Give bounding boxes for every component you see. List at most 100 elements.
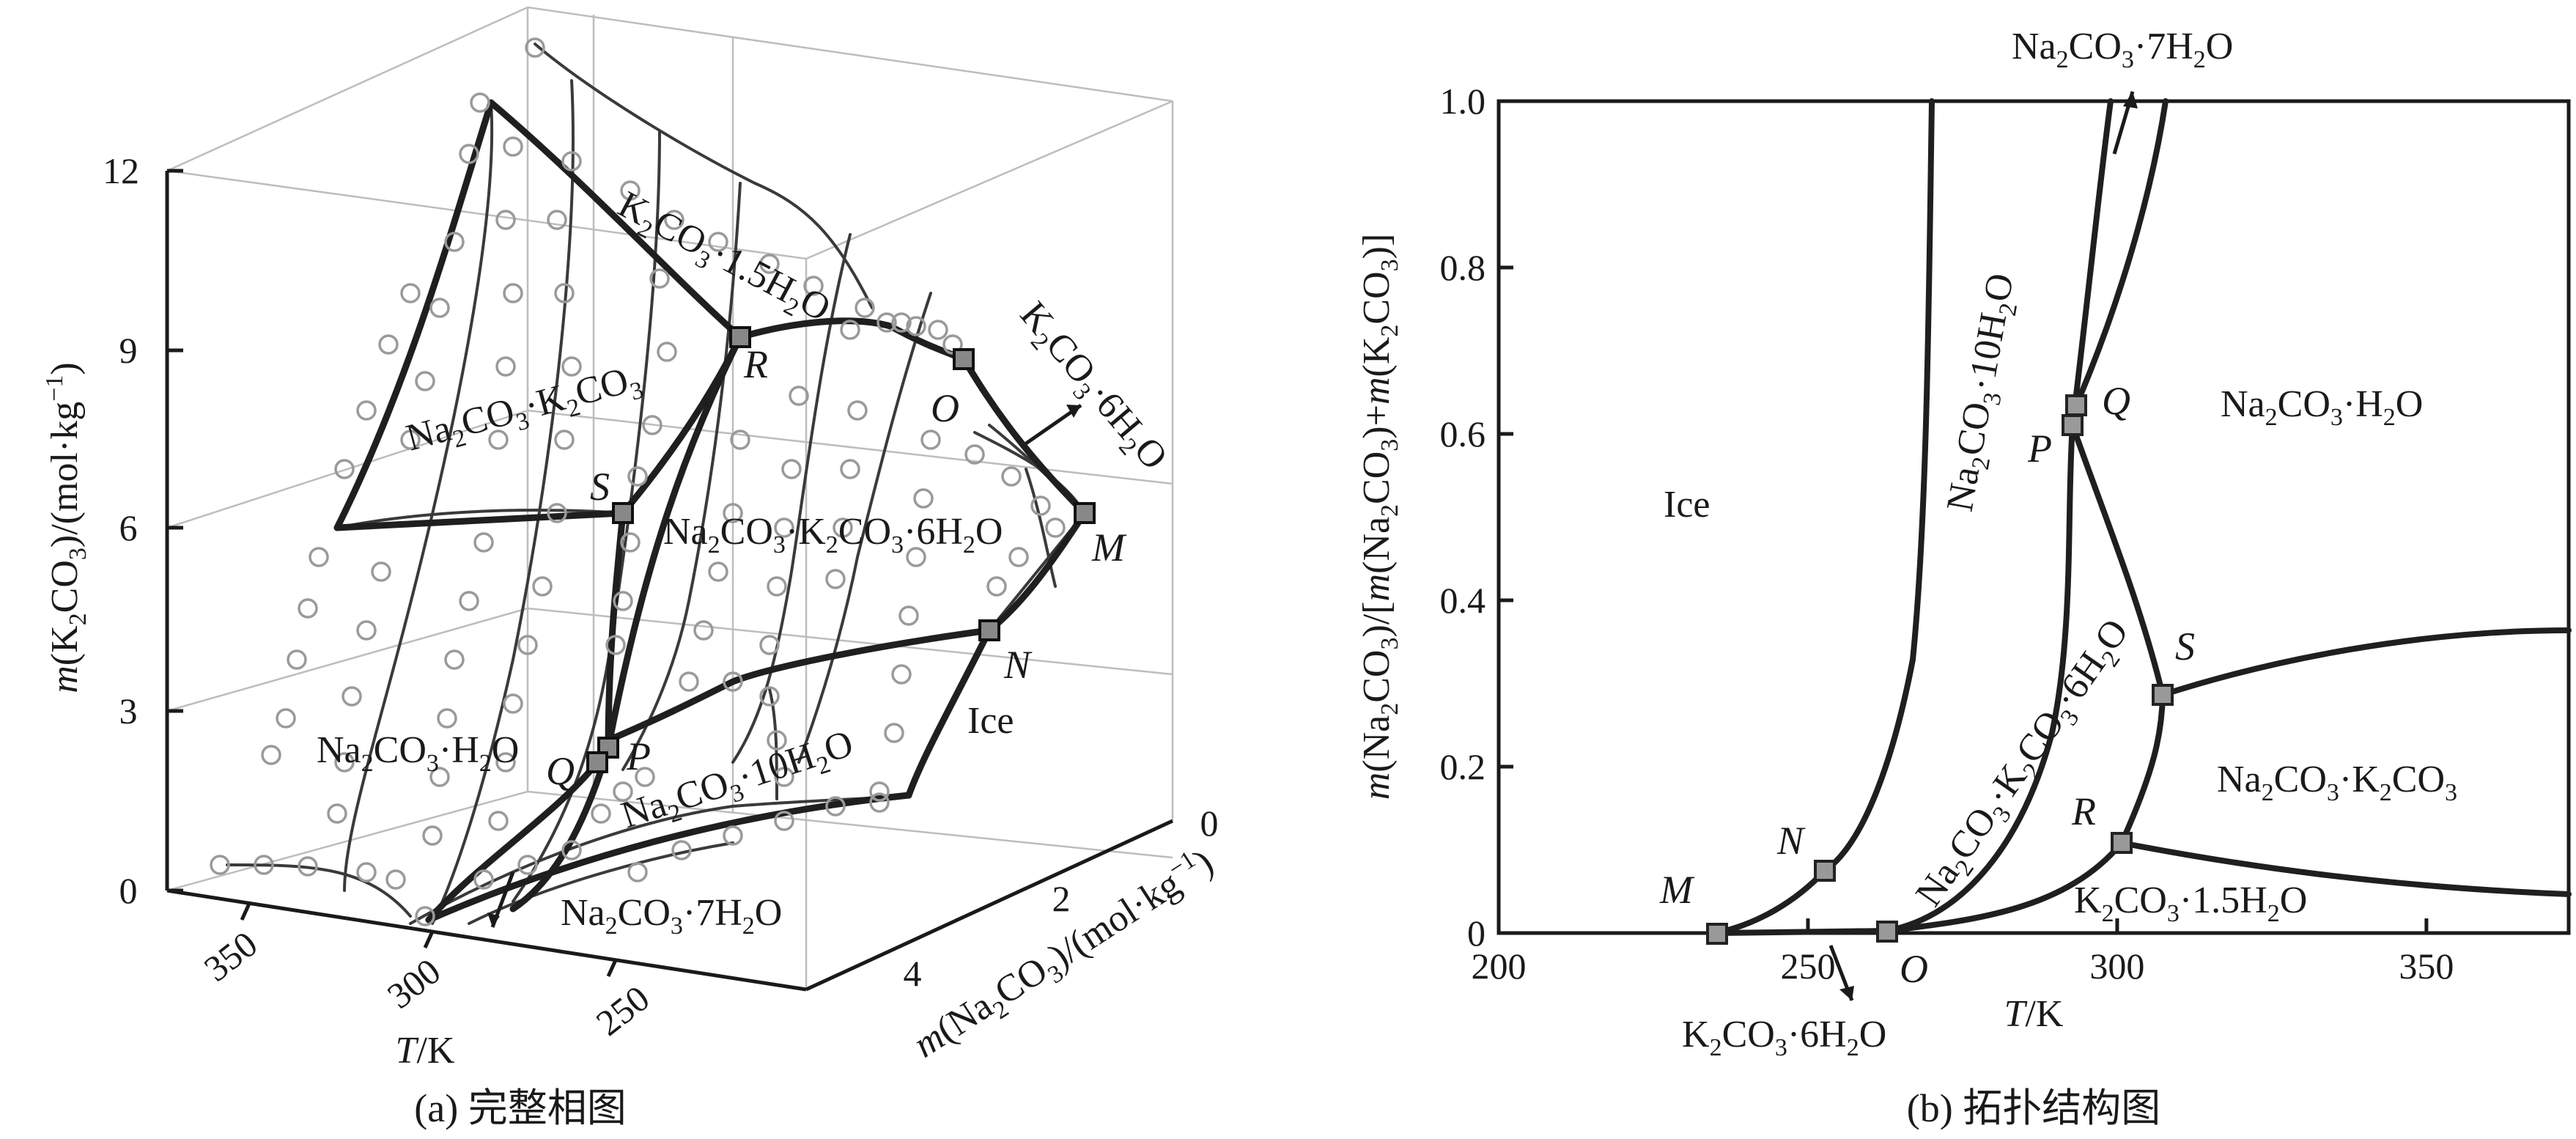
m-tick-label-2: 2 bbox=[1052, 878, 1071, 919]
y-tick-label: 0.2 bbox=[1440, 746, 1486, 787]
data-circle bbox=[759, 686, 780, 707]
surface-line-5 bbox=[621, 182, 742, 771]
region-k2co3-15h2o: K2CO3·1.5H2O bbox=[609, 183, 838, 335]
data-circle bbox=[620, 180, 641, 201]
edge-top-ridge bbox=[487, 99, 744, 341]
t-tick-label-250: 250 bbox=[588, 977, 657, 1043]
data-circle bbox=[298, 856, 318, 877]
region-b-double-salt-6h2o: Na2CO3·K2CO3·6H2O bbox=[1908, 612, 2141, 918]
marker-b-n bbox=[1814, 860, 1836, 882]
curve-r-s bbox=[2119, 692, 2166, 846]
marker-b-p bbox=[2062, 414, 2084, 436]
region-na2co3-h2o-a: Na2CO3·H2O bbox=[317, 729, 519, 777]
data-circle bbox=[473, 869, 494, 890]
data-circle bbox=[356, 862, 377, 882]
data-circle bbox=[767, 730, 787, 751]
curve-o-p bbox=[1884, 422, 2075, 934]
data-circle bbox=[759, 254, 780, 274]
m-axis-ticks: 0 2 4 bbox=[904, 803, 1219, 994]
data-circle bbox=[1008, 547, 1029, 567]
edge-n-bottom bbox=[905, 627, 993, 799]
data-circle bbox=[1045, 517, 1066, 538]
t-tick-label-300: 300 bbox=[380, 950, 449, 1016]
region-double-salt-6h2o: Na2CO3·K2CO3·6H2O bbox=[663, 511, 1003, 559]
data-circle bbox=[488, 811, 509, 831]
curve-o-r bbox=[1884, 840, 2125, 934]
m-axis-label: m(Na2CO3)/(mol·kg−1) bbox=[904, 839, 1224, 1071]
data-circle bbox=[774, 517, 794, 538]
data-circle bbox=[723, 671, 743, 692]
region-b-na2co3-7h2o: Na2CO3·7H2O bbox=[2012, 26, 2233, 73]
arrowhead-b-k2co3-6h2o bbox=[1839, 986, 1854, 1000]
region-b-ice: Ice bbox=[1664, 484, 1710, 526]
data-circle bbox=[884, 723, 904, 743]
point-label-b-q: Q bbox=[2102, 379, 2130, 423]
data-circle bbox=[261, 745, 281, 765]
marker-b-o bbox=[1876, 921, 1898, 943]
data-circle bbox=[876, 312, 897, 333]
surface-line-2 bbox=[343, 101, 494, 892]
y-tick-label: 1.0 bbox=[1440, 81, 1486, 122]
region-b-k2co3-15h2o: K2CO3·1.5H2O bbox=[2074, 880, 2307, 927]
point-label-b-p: P bbox=[2027, 427, 2052, 471]
region-b-na2co3-k2co3: Na2CO3·K2CO3 bbox=[2217, 759, 2457, 806]
data-circle bbox=[342, 686, 362, 707]
edge-q-bottom bbox=[425, 759, 601, 924]
data-circle bbox=[781, 459, 802, 479]
z-axis-ticks: 0 3 6 9 12 bbox=[103, 150, 183, 911]
y-tick-label: 0.8 bbox=[1440, 247, 1486, 288]
edge-o-m bbox=[960, 355, 1088, 517]
y-axis-label: m(Na2CO3)/[m(Na2CO3)+m(K2CO3)] bbox=[1356, 234, 1403, 800]
z-tick-label-12: 12 bbox=[103, 150, 139, 191]
edge-m-n bbox=[986, 509, 1088, 634]
data-circle bbox=[356, 400, 377, 421]
x-tick-label: 350 bbox=[2399, 946, 2454, 987]
region-na2co3-k2co3: Na2CO3·K2CO3 bbox=[402, 357, 646, 465]
panel-a-3d-phase-diagram: 0 3 6 9 12 m(K2CO3)/(mol·kg−1) 350 300 2… bbox=[41, 6, 1224, 1130]
arrowhead-na2co3-7h2o bbox=[487, 913, 500, 927]
surface-grid bbox=[226, 43, 1086, 925]
data-circle bbox=[444, 649, 465, 670]
data-circle bbox=[525, 37, 545, 58]
data-circle bbox=[649, 268, 670, 289]
data-circle bbox=[891, 312, 912, 333]
marker-m bbox=[1074, 502, 1096, 524]
data-circle bbox=[459, 591, 479, 611]
boundary-curves bbox=[333, 99, 1088, 924]
data-circle bbox=[378, 334, 399, 355]
region-ice-a: Ice bbox=[967, 700, 1014, 742]
t-tick-mark-350 bbox=[240, 902, 251, 921]
data-circle bbox=[517, 855, 538, 875]
marker-r bbox=[729, 326, 751, 348]
data-circle bbox=[554, 283, 575, 303]
data-circle bbox=[774, 767, 794, 787]
edge-s-left bbox=[333, 509, 627, 531]
z-tick-label-3: 3 bbox=[119, 690, 138, 731]
data-circle bbox=[825, 796, 846, 817]
data-circle bbox=[495, 356, 516, 377]
data-circle bbox=[920, 430, 941, 450]
data-circle bbox=[657, 342, 677, 362]
caption-a: (a) 完整相图 bbox=[414, 1086, 626, 1130]
phase-boundaries bbox=[1713, 98, 2572, 936]
data-circle bbox=[371, 561, 391, 582]
data-circle bbox=[459, 144, 479, 164]
data-circle bbox=[470, 92, 490, 113]
data-circle bbox=[833, 517, 853, 538]
curve-p-s bbox=[2070, 422, 2166, 698]
data-circle bbox=[415, 906, 435, 926]
data-circle bbox=[547, 210, 567, 230]
x-axis-label: T/K bbox=[2004, 993, 2064, 1035]
marker-b-s bbox=[2152, 684, 2174, 706]
marker-b-r bbox=[2111, 832, 2133, 854]
point-label-p: P bbox=[626, 734, 651, 778]
data-circle bbox=[708, 561, 728, 582]
curve-s-right bbox=[2160, 627, 2572, 698]
curve-r-right bbox=[2119, 840, 2572, 897]
data-circles bbox=[210, 37, 1066, 926]
data-circle bbox=[503, 283, 523, 303]
data-circle bbox=[334, 752, 355, 773]
x-tick-label: 300 bbox=[2089, 946, 2144, 987]
point-markers-b bbox=[1706, 394, 2174, 945]
